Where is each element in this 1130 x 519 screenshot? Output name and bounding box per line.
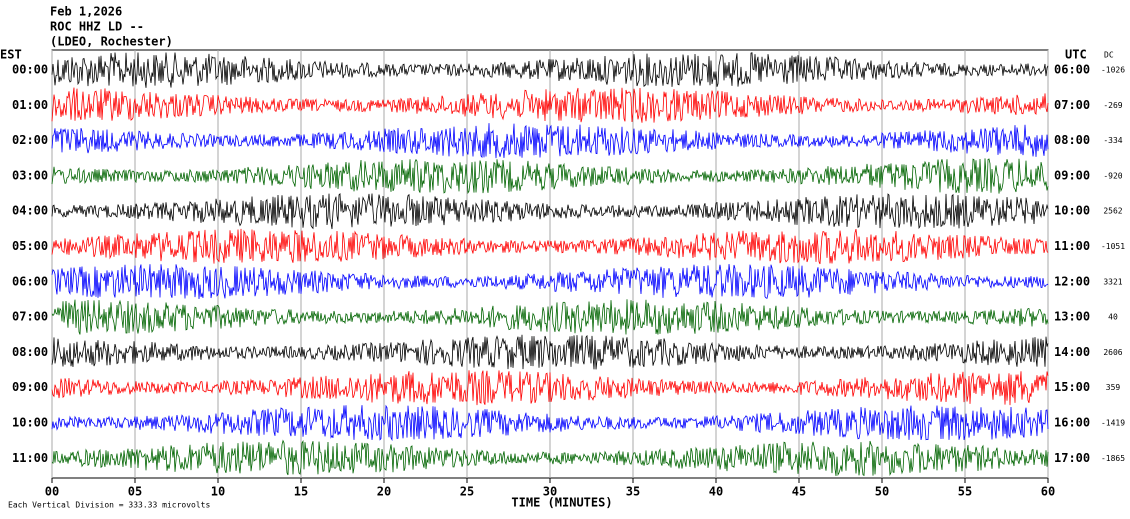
left-time-label: 05:00	[12, 239, 48, 253]
left-time-label: 03:00	[12, 168, 48, 182]
left-time-label: 08:00	[12, 345, 48, 359]
seismic-trace	[51, 404, 1049, 442]
seismic-trace	[51, 299, 1049, 335]
dc-value: -1051	[1101, 242, 1125, 251]
right-time-label: 12:00	[1054, 274, 1090, 288]
x-tick-label: 35	[626, 485, 640, 499]
left-time-label: 10:00	[12, 416, 48, 430]
dc-value: -1026	[1101, 66, 1125, 75]
x-tick-label: 10	[211, 485, 225, 499]
left-time-label: 02:00	[12, 133, 48, 147]
seismic-trace	[51, 228, 1049, 265]
x-tick-label: 40	[709, 485, 723, 499]
traces	[51, 50, 1049, 478]
title-line: ROC HHZ LD --	[50, 20, 144, 34]
seismic-trace	[51, 193, 1049, 230]
dc-value: -1865	[1101, 454, 1125, 463]
left-time-label: 11:00	[12, 451, 48, 465]
right-time-label: 11:00	[1054, 239, 1090, 253]
x-tick-label: 60	[1041, 485, 1055, 499]
right-axis-title: UTC	[1065, 48, 1087, 62]
right-time-label: 10:00	[1054, 204, 1090, 218]
left-time-label: 07:00	[12, 310, 48, 324]
right-time-label: 17:00	[1054, 451, 1090, 465]
x-tick-label: 15	[294, 485, 308, 499]
x-tick-label: 00	[45, 485, 59, 499]
dc-value: 2562	[1103, 207, 1122, 216]
x-tick-label: 05	[128, 485, 142, 499]
seismic-trace	[51, 123, 1049, 159]
title-line: Feb 1,2026	[50, 5, 122, 19]
right-time-label: 15:00	[1054, 380, 1090, 394]
title-line: (LDEO, Rochester)	[50, 35, 173, 49]
right-time-label: 14:00	[1054, 345, 1090, 359]
right-time-label: 07:00	[1054, 98, 1090, 112]
x-tick-label: 25	[460, 485, 474, 499]
dc-title: DC	[1104, 51, 1114, 60]
seismic-trace	[51, 52, 1049, 88]
right-time-label: 16:00	[1054, 416, 1090, 430]
dc-value: 2606	[1103, 348, 1122, 357]
dc-value: 40	[1108, 313, 1118, 322]
dc-value: 359	[1106, 383, 1121, 392]
dc-value: -334	[1103, 136, 1122, 145]
dc-value: -269	[1103, 101, 1122, 110]
dc-value: 3321	[1103, 277, 1122, 286]
seismic-trace	[51, 334, 1049, 370]
x-tick-label: 55	[958, 485, 972, 499]
left-time-label: 09:00	[12, 380, 48, 394]
right-time-label: 06:00	[1054, 63, 1090, 77]
left-time-label: 01:00	[12, 98, 48, 112]
right-time-label: 08:00	[1054, 133, 1090, 147]
x-tick-label: 50	[875, 485, 889, 499]
seismic-trace	[51, 158, 1049, 195]
x-tick-label: 45	[792, 485, 806, 499]
seismic-trace	[51, 370, 1049, 406]
footnote: Each Vertical Division = 333.33 microvol…	[8, 501, 210, 510]
x-tick-label: 30	[543, 485, 557, 499]
left-axis-title: EST	[0, 48, 22, 62]
seismic-trace	[51, 264, 1049, 300]
left-time-label: 00:00	[12, 63, 48, 77]
seismic-trace	[51, 87, 1049, 123]
right-time-label: 09:00	[1054, 168, 1090, 182]
seismic-trace	[51, 439, 1049, 477]
left-time-label: 06:00	[12, 274, 48, 288]
x-tick-label: 20	[377, 485, 391, 499]
x-axis-title: TIME (MINUTES)	[511, 496, 612, 510]
dc-value: -920	[1103, 171, 1122, 180]
left-time-label: 04:00	[12, 204, 48, 218]
dc-value: -1419	[1101, 419, 1125, 428]
right-time-label: 13:00	[1054, 310, 1090, 324]
